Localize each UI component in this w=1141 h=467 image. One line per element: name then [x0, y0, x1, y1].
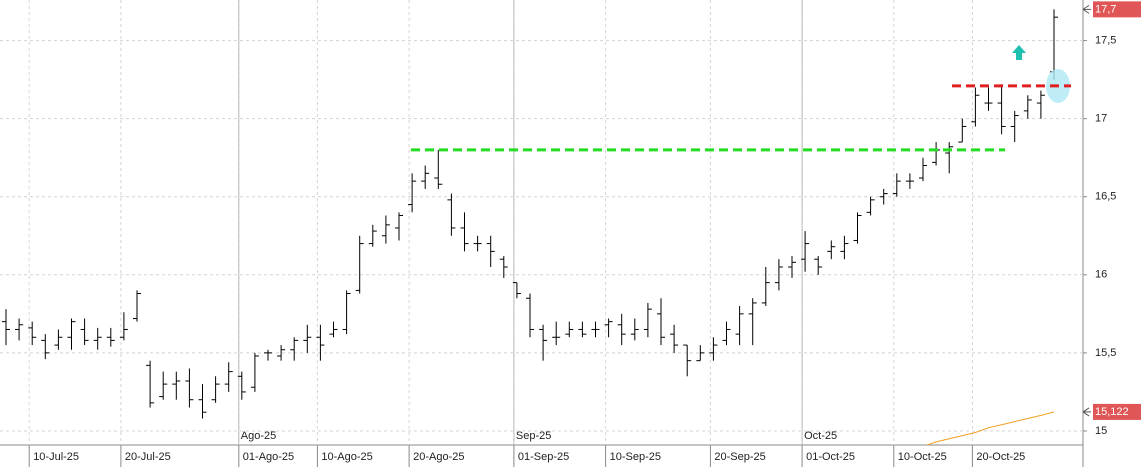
x-tick-label: 01-Sep-25	[518, 451, 569, 463]
x-tick-label: 01-Oct-25	[806, 451, 855, 463]
price-pointer	[1082, 407, 1091, 417]
x-tick-label: 10-Sep-25	[610, 451, 661, 463]
x-tick-label: 10-Ago-25	[321, 451, 372, 463]
price-label: 15,122	[1095, 406, 1129, 418]
month-label: Oct-25	[804, 430, 837, 442]
overlay: 17,7 15,122	[411, 1, 1141, 420]
x-tick-label: 20-Jul-25	[125, 451, 171, 463]
month-label: Ago-25	[241, 430, 276, 442]
y-tick-label: 17,5	[1095, 35, 1116, 47]
x-tick-label: 10-Jul-25	[33, 451, 79, 463]
price-label-box	[1093, 1, 1141, 18]
y-tick-label: 15	[1095, 425, 1107, 437]
overlay-line	[925, 411, 1055, 445]
x-tick-label: 20-Ago-25	[413, 451, 464, 463]
x-tick-label: 20-Sep-25	[714, 451, 765, 463]
y-tick-label: 16,5	[1095, 191, 1116, 203]
up-arrow	[1012, 45, 1026, 60]
price-pointer	[1082, 4, 1091, 14]
y-tick-label: 16	[1095, 269, 1107, 281]
x-tick-label: 01-Ago-25	[243, 451, 294, 463]
marks	[2, 9, 1058, 445]
price-label-box	[1093, 403, 1141, 420]
month-label: Sep-25	[516, 430, 551, 442]
price-label: 17,7	[1095, 3, 1116, 15]
y-tick-label: 15,5	[1095, 347, 1116, 359]
y-tick-label: 17	[1095, 113, 1107, 125]
grid: 15 15,5 16 16,5 17 17,5 10-Jul-25 20-Jul-25 01-A…	[0, 0, 1116, 467]
x-tick-label: 10-Oct-25	[898, 451, 947, 463]
x-tick-label: 20-Oct-25	[976, 451, 1025, 463]
